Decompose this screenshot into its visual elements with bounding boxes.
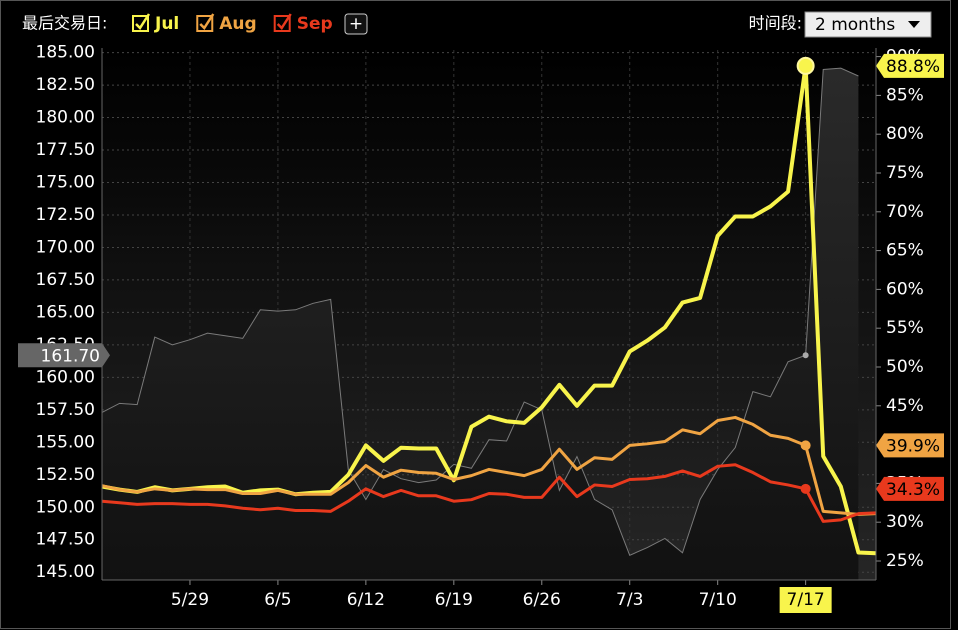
legend-check [276,13,292,30]
area-value-label: 161.70 [41,346,100,366]
series-value-label-tag [876,476,944,501]
y2-tick-label: 50% [886,357,924,377]
y2-tick-label: 70% [886,202,924,222]
series-value-label: 88.8% [886,57,940,77]
x-tick-label: 6/5 [264,590,291,610]
series-value-label: 34.3% [886,480,940,500]
area-marker [802,352,809,359]
series-line [101,63,877,556]
y-tick-label: 175.00 [36,173,95,193]
series-line [101,415,877,516]
y2-tick-label: 45% [886,396,924,416]
x-tick-label: 7/17 [787,590,825,610]
y-tick-label: 147.50 [36,530,95,550]
y2-tick-label: 30% [886,512,924,532]
add-button[interactable] [344,13,368,35]
legend-label: Jul [154,14,179,34]
y-tick-label: 150.00 [36,497,95,517]
series-marker [800,483,811,494]
y-tick-label: 167.50 [36,270,95,290]
y-tick-label: 182.50 [36,75,95,95]
x-tick-label: 7/3 [616,590,643,610]
legend-label: Sep [297,14,333,34]
series-marker [796,56,815,75]
dropdown-arrow[interactable] [908,21,920,28]
period-value[interactable]: 2 months [815,15,895,35]
y2-tick-label: 60% [886,279,924,299]
period-dropdown[interactable] [804,11,932,38]
y-tick-label: 145.00 [36,562,95,582]
period-label: 时间段: [749,14,802,33]
y2-tick-label: 65% [886,241,924,261]
y-tick-label: 180.00 [36,108,95,128]
x-tick-label: 6/26 [523,590,561,610]
y-tick-label: 177.50 [36,140,95,160]
legend: Jul Aug Sep [132,13,333,34]
y-tick-label: 157.50 [36,400,95,420]
series-value-label: 39.9% [886,436,940,456]
series-value-label-tag [876,433,944,458]
y2-tick-label: 55% [886,318,924,338]
x-tick-label: 6/19 [435,590,473,610]
series-marker [800,440,811,451]
legend-check [135,13,151,30]
series-line [101,463,877,523]
y-tick-label: 170.00 [36,237,95,257]
y-tick-label: 160.00 [36,367,95,387]
x-tick-label: 7/10 [699,590,737,610]
last-trade-label: 最后交易日: [22,14,107,33]
y-tick-label: 155.00 [36,432,95,452]
y2-tick-label: 75% [886,163,924,183]
series-value-label-tag [876,53,944,78]
y-tick-label: 172.50 [36,205,95,225]
legend-check [199,13,215,30]
y-tick-label: 185.00 [36,43,95,63]
add-button-label[interactable]: + [349,14,363,34]
y-tick-label: 165.00 [36,302,95,322]
area-fill [102,68,859,580]
x-tick-label: 5/29 [171,590,209,610]
area-line [101,67,859,556]
y2-tick-label: 80% [886,124,924,144]
y-tick-label: 152.50 [36,465,95,485]
area-value-label-tag [18,343,110,368]
legend-label: Aug [219,14,256,34]
x-tick-label: 6/12 [347,590,385,610]
x-highlight [779,587,832,613]
y2-tick-label: 25% [886,551,924,571]
y2-tick-label: 85% [886,85,924,105]
